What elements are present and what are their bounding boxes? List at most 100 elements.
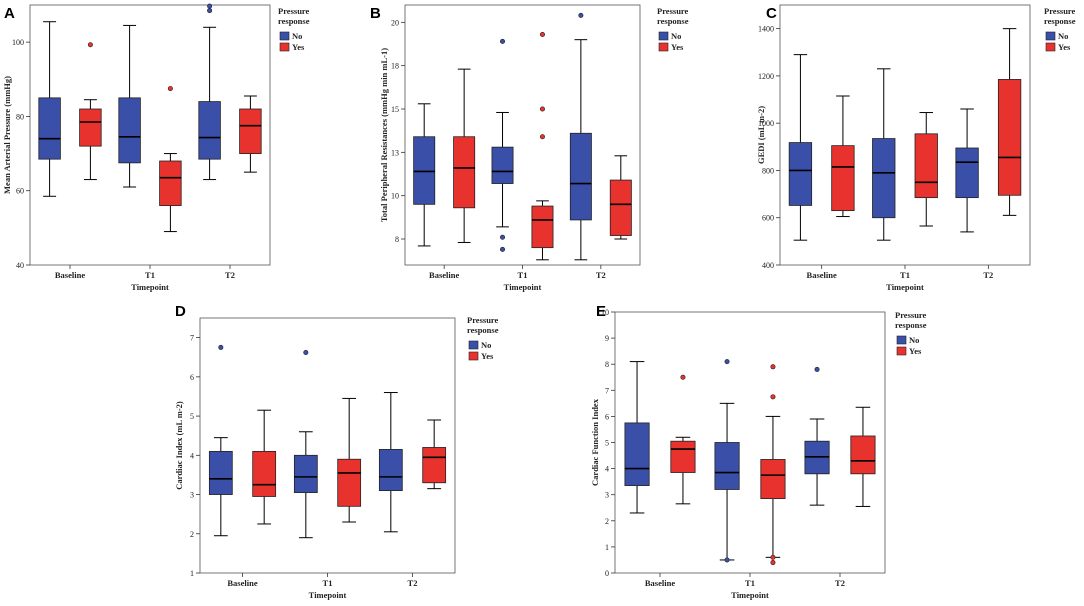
legend-title: response	[1044, 16, 1076, 26]
legend-title: Pressure	[657, 6, 689, 16]
box-body	[239, 108, 262, 154]
legend-label: Yes	[1058, 42, 1071, 52]
box-yes-t2	[239, 95, 262, 173]
y-tick-label: 6	[190, 373, 194, 382]
box-body	[670, 440, 696, 473]
x-tick-label: T2	[408, 578, 418, 588]
legend-title: Pressure	[895, 310, 927, 320]
y-tick-label: 60	[16, 187, 24, 196]
box-body	[872, 138, 896, 219]
y-tick-label: 0	[605, 569, 609, 578]
outlier-point	[724, 359, 730, 365]
box-body	[413, 136, 436, 205]
legend-title: response	[895, 320, 927, 330]
panel-a: A 40 60 80 100 Baseline T1 T2 Timepoint Mean Arte…	[2, 3, 310, 292]
y-tick-label: 1400	[758, 25, 774, 34]
x-tick-label: Baseline	[55, 270, 85, 280]
x-axis-label: Timepoint	[886, 282, 924, 292]
y-tick-label: 13	[391, 148, 399, 157]
panel-letter: B	[370, 5, 381, 22]
box-body	[422, 447, 447, 484]
legend-label: Yes	[292, 42, 305, 52]
box-body	[609, 179, 632, 236]
y-tick-label: 8	[395, 235, 399, 244]
box-body	[850, 435, 876, 475]
legend-label: Yes	[909, 346, 922, 356]
legend-label: Yes	[481, 351, 494, 361]
y-axis-label: Cardiac Index (mL m-2)	[174, 401, 184, 490]
y-tick-label: 10	[391, 192, 399, 201]
legend-label: No	[292, 31, 302, 41]
outlier-point	[500, 234, 506, 240]
box-no-baseline	[624, 361, 650, 514]
legend-label: No	[1058, 31, 1068, 41]
legend-title: Pressure	[467, 315, 499, 325]
box-body	[79, 108, 102, 147]
outlier-point	[218, 344, 224, 350]
x-tick-label: T2	[225, 270, 235, 280]
box-body	[159, 160, 182, 206]
panel-letter: C	[766, 5, 777, 22]
plot-frame	[779, 4, 1031, 266]
outlier-point	[770, 364, 776, 370]
x-tick-label: Baseline	[429, 270, 459, 280]
outlier-point	[770, 394, 776, 400]
box-yes-t2	[609, 155, 632, 240]
legend-swatch	[896, 335, 907, 345]
box-body	[714, 442, 740, 490]
legend-swatch	[896, 346, 907, 356]
box-body	[914, 133, 938, 199]
legend-title: response	[278, 16, 310, 26]
box-yes-t1	[760, 364, 786, 566]
box-no-t1	[714, 359, 740, 563]
plot-frame	[199, 317, 456, 574]
box-no-baseline	[413, 103, 436, 247]
outlier-point	[87, 42, 93, 48]
legend-swatch	[1045, 42, 1056, 52]
box-body	[531, 205, 554, 249]
y-tick-label: 15	[391, 105, 399, 114]
outlier-point	[539, 31, 545, 37]
y-tick-label: 600	[762, 214, 774, 223]
outlier-point	[539, 106, 545, 112]
box-yes-t1	[531, 31, 554, 261]
x-axis-label: Timepoint	[504, 282, 542, 292]
plot-frame	[404, 4, 641, 266]
outlier-point	[814, 366, 820, 372]
box-body	[955, 147, 979, 199]
legend-swatch	[468, 340, 479, 350]
box-body	[118, 97, 141, 164]
box-body	[293, 454, 318, 493]
y-axis-label: GEDI (mL m-2)	[756, 106, 766, 164]
y-tick-label: 4	[190, 451, 194, 460]
y-tick-label: 1	[190, 569, 194, 578]
x-axis-label: Timepoint	[731, 590, 769, 600]
legend-label: No	[671, 31, 681, 41]
panel-letter: D	[175, 303, 186, 320]
y-tick-label: 3	[190, 491, 194, 500]
plot-frame	[614, 311, 886, 574]
box-no-t1	[293, 350, 318, 539]
box-no-t2	[955, 108, 979, 233]
outlier-point	[578, 12, 584, 18]
x-tick-label: Baseline	[807, 270, 837, 280]
x-tick-label: T1	[145, 270, 155, 280]
box-yes-t1	[159, 86, 182, 233]
legend-swatch	[279, 31, 290, 41]
panel-c: C 400 600 800 1000 1200 1400 Baseline T1 T2 Timepo…	[756, 4, 1076, 292]
legend-label: No	[481, 340, 491, 350]
box-no-baseline	[38, 21, 61, 197]
legend-swatch	[1045, 31, 1056, 41]
y-tick-label: 100	[12, 38, 24, 47]
outlier-point	[724, 557, 730, 563]
y-tick-label: 1200	[758, 72, 774, 81]
y-tick-label: 2	[190, 530, 194, 539]
y-tick-label: 4	[605, 465, 609, 474]
box-body	[569, 132, 592, 221]
box-body	[760, 459, 786, 500]
y-tick-label: 5	[190, 412, 194, 421]
